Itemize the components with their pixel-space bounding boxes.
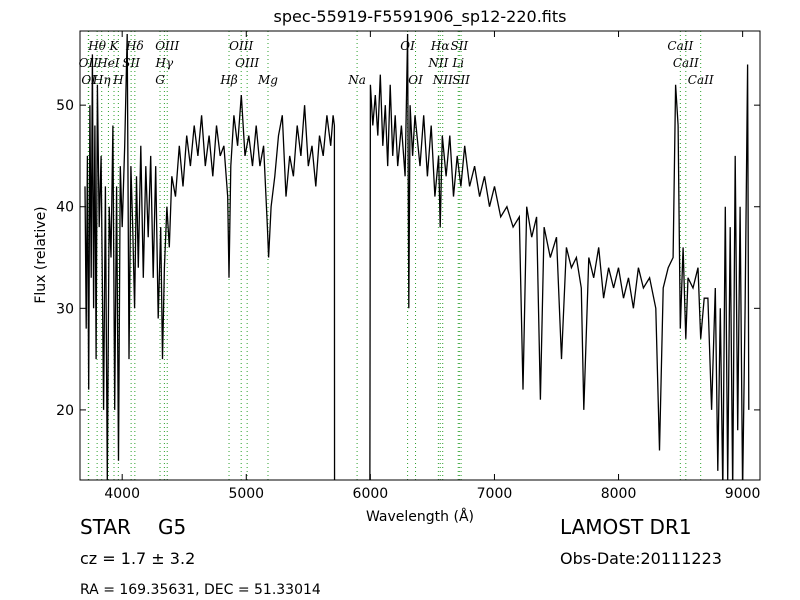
spectral-line-label: Hγ: [155, 56, 174, 70]
spectral-line-label: Na: [347, 73, 366, 87]
x-axis-label: Wavelength (Å): [366, 508, 474, 525]
spectral-line-label: Li: [451, 56, 464, 70]
spectral-line-label: OIII: [155, 39, 179, 53]
object-class: STAR: [80, 515, 131, 539]
spectral-line-label: NII: [427, 56, 448, 70]
y-tick-label: 40: [56, 200, 74, 216]
spectral-line-label: Hθ: [87, 39, 106, 53]
spectral-line-label: NII: [432, 73, 453, 87]
chart-title: spec-55919-F5591906_sp12-220.fits: [274, 7, 567, 27]
spectral-line-label: CaII: [667, 39, 693, 53]
x-tick-label: 9000: [725, 486, 761, 502]
x-tick-label: 6000: [353, 486, 389, 502]
y-tick-label: 20: [56, 403, 74, 419]
spectral-line-label: H: [112, 73, 124, 87]
spectral-line-label: CaII: [673, 56, 699, 70]
coordinates: RA = 169.35631, DEC = 51.33014: [80, 582, 321, 598]
spectral-line-label: OII: [79, 56, 99, 70]
spectral-line-label: SII: [122, 56, 140, 70]
subclass: G5: [158, 515, 186, 539]
spectral-line-label: OIII: [235, 56, 259, 70]
spectral-line-label: Hη: [92, 73, 111, 87]
obs-date: Obs-Date:20111223: [560, 549, 722, 568]
spectral-line-label: SII: [452, 73, 470, 87]
spectral-line-label: OI: [81, 73, 96, 87]
spectral-line-label: OI: [400, 39, 415, 53]
spectral-line-label: SII: [450, 39, 468, 53]
spectral-line-label: OIII: [229, 39, 253, 53]
spectral-line-label: HeI: [96, 56, 120, 70]
x-tick-label: 5000: [228, 486, 264, 502]
y-tick-label: 50: [56, 98, 74, 114]
spectral-line-label: Hβ: [219, 73, 237, 87]
spectral-line-label: K: [109, 39, 120, 53]
spectral-line-label: Hδ: [125, 39, 144, 53]
y-axis-label: Flux (relative): [33, 206, 49, 303]
spectral-line-label: Mg: [257, 73, 278, 87]
y-tick-label: 30: [56, 301, 74, 317]
x-tick-label: 4000: [104, 486, 140, 502]
spectrum-line: [84, 33, 750, 480]
spectral-line-label: G: [155, 73, 165, 87]
plot-area: [84, 31, 750, 480]
x-tick-label: 7000: [477, 486, 513, 502]
redshift: cz = 1.7 ± 3.2: [80, 549, 195, 568]
spectral-line-label: Hα: [430, 39, 450, 53]
spectral-line-label: CaII: [688, 73, 714, 87]
spectral-line-label: OI: [408, 73, 423, 87]
plot-frame: [79, 30, 761, 481]
x-tick-label: 8000: [601, 486, 637, 502]
survey: LAMOST DR1: [560, 515, 692, 539]
